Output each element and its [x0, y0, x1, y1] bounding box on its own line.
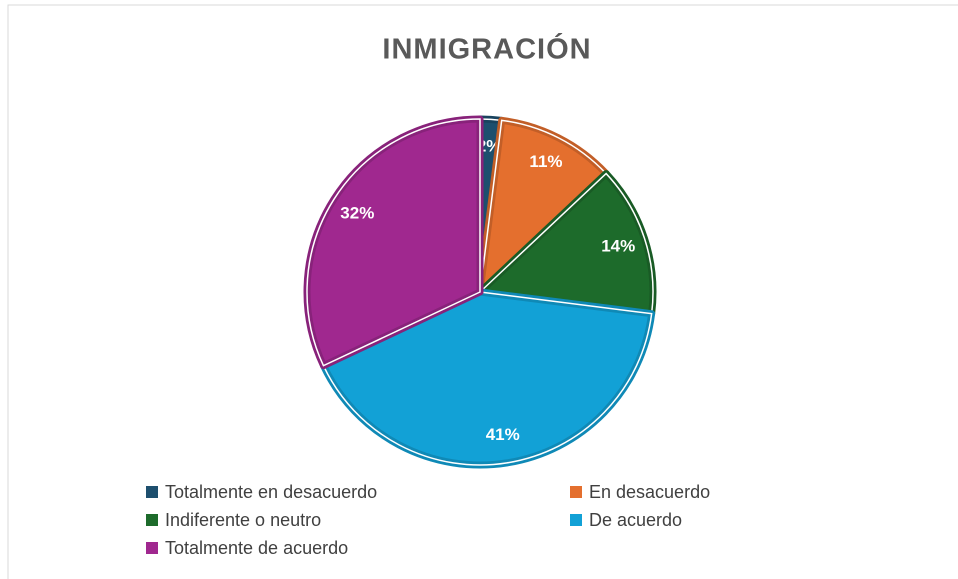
legend-label: Indiferente o neutro: [165, 510, 321, 530]
data-label: 14%: [601, 237, 635, 256]
data-label: 11%: [529, 152, 562, 171]
legend-label: De acuerdo: [589, 510, 682, 530]
data-label: 32%: [340, 204, 374, 223]
pie-slice-edge: [322, 291, 653, 466]
legend-swatch: [146, 486, 158, 498]
legend-label: Totalmente en desacuerdo: [165, 482, 377, 502]
legend-label: En desacuerdo: [589, 482, 710, 502]
legend-swatch: [570, 514, 582, 526]
pie-slice-edge: [306, 118, 481, 367]
pie-slice-edge: [478, 172, 654, 315]
legend-swatch: [146, 542, 158, 554]
pie-slice-edge: [478, 119, 608, 294]
legend-swatch: [146, 514, 158, 526]
legend-label: Totalmente de acuerdo: [165, 538, 348, 558]
legend-swatch: [570, 486, 582, 498]
data-label: 41%: [486, 425, 520, 444]
chart-title: INMIGRACIÓN: [382, 32, 591, 66]
